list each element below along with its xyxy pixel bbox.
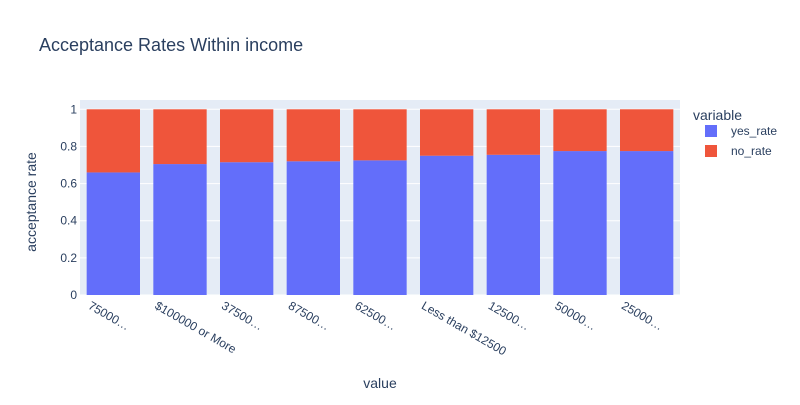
chart-title: Acceptance Rates Within income: [39, 35, 303, 55]
y-tick-label: 0: [70, 288, 77, 302]
bar-yes-rate[interactable]: [486, 154, 540, 295]
x-tick-label: 50000…: [553, 298, 599, 333]
legend-label-no-rate: no_rate: [731, 144, 772, 158]
y-tick-label: 0.6: [60, 177, 77, 191]
x-tick-label: 37500…: [219, 298, 265, 333]
x-tick-label: 12500…: [486, 298, 532, 333]
bar-no-rate[interactable]: [620, 109, 674, 152]
bar-yes-rate[interactable]: [620, 151, 674, 295]
bar-no-rate[interactable]: [220, 109, 274, 163]
y-axis-title: acceptance rate: [23, 152, 39, 252]
x-tick-label: 62500…: [353, 298, 399, 333]
x-tick-label: 87500…: [286, 298, 332, 333]
legend: variable yes_rate no_rate: [693, 107, 777, 158]
bar-no-rate[interactable]: [353, 109, 407, 161]
legend-swatch-no-rate: [705, 145, 717, 157]
bar-no-rate[interactable]: [286, 109, 340, 162]
y-tick-label: 0.2: [60, 251, 77, 265]
bar-no-rate[interactable]: [486, 109, 540, 155]
bar-yes-rate[interactable]: [220, 162, 274, 295]
legend-title: variable: [693, 107, 742, 123]
bar-yes-rate[interactable]: [153, 164, 207, 295]
y-tick-label: 1: [70, 102, 77, 116]
legend-swatch-yes-rate: [705, 125, 717, 137]
bar-yes-rate[interactable]: [553, 151, 607, 295]
bar-yes-rate[interactable]: [420, 155, 474, 295]
x-axis-title: value: [363, 375, 397, 391]
bar-yes-rate[interactable]: [286, 161, 340, 295]
bar-no-rate[interactable]: [420, 109, 474, 156]
x-tick-label: 75000…: [86, 298, 132, 333]
bar-no-rate[interactable]: [86, 109, 140, 173]
bar-no-rate[interactable]: [153, 109, 207, 165]
bar-no-rate[interactable]: [553, 109, 607, 152]
y-tick-label: 0.8: [60, 139, 77, 153]
legend-label-yes-rate: yes_rate: [731, 124, 777, 138]
y-tick-label: 0.4: [60, 214, 77, 228]
x-tick-label: 25000…: [619, 298, 665, 333]
bar-yes-rate[interactable]: [86, 172, 140, 295]
bar-yes-rate[interactable]: [353, 160, 407, 295]
